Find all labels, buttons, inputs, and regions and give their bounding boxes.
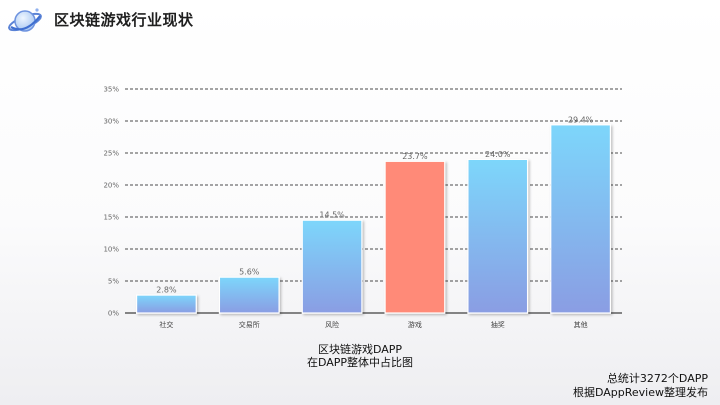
data-label: 23.7% xyxy=(402,152,428,161)
data-label: 14.5% xyxy=(319,211,345,220)
y-tick-label: 5% xyxy=(108,278,119,286)
x-category-label: 社交 xyxy=(159,320,173,329)
page-title: 区块链游戏行业现状 xyxy=(54,11,194,29)
y-tick-label: 30% xyxy=(103,118,119,126)
x-category-label: 其他 xyxy=(574,320,588,329)
bar xyxy=(384,160,446,314)
x-category-label: 游戏 xyxy=(408,320,422,329)
y-tick-label: 20% xyxy=(103,182,119,190)
bar xyxy=(301,219,363,314)
x-axis-categories: 社交 交易所 风险 游戏 抽奖 其他 xyxy=(159,320,587,329)
caption-line-2: 在DAPP整体中占比图 xyxy=(306,356,414,369)
data-label: 29.4% xyxy=(568,115,594,124)
bar xyxy=(218,276,280,314)
data-label: 5.6% xyxy=(239,268,260,277)
x-category-label: 抽奖 xyxy=(491,320,505,329)
data-label: 24.0% xyxy=(485,150,511,159)
gridlines xyxy=(125,88,622,314)
y-tick-label: 0% xyxy=(108,310,119,318)
x-category-label: 交易所 xyxy=(239,320,260,329)
bar-chart: 0% 5% 10% 15% 20% 25% 30% 35% 2.8% 5.6% 14.5% 23.7… xyxy=(103,86,622,329)
bar xyxy=(550,124,612,314)
y-tick-label: 10% xyxy=(103,246,119,254)
bar xyxy=(135,294,197,314)
bar xyxy=(467,158,529,314)
planet-ring-logo xyxy=(8,8,42,32)
chart-caption: 区块链游戏DAPP 在DAPP整体中占比图 xyxy=(0,343,720,369)
y-axis-ticks: 0% 5% 10% 15% 20% 25% 30% 35% xyxy=(103,86,119,318)
y-tick-label: 25% xyxy=(103,150,119,158)
data-label: 2.8% xyxy=(156,286,177,295)
caption-line-1: 区块链游戏DAPP xyxy=(317,343,403,356)
y-tick-label: 35% xyxy=(103,86,119,94)
source-footnote: 总统计3272个DAPP 根据DAppReview整理发布 xyxy=(573,372,708,400)
footnote-line-2: 根据DAppReview整理发布 xyxy=(572,386,708,399)
footnote-line-1: 总统计3272个DAPP xyxy=(606,372,708,385)
bars xyxy=(135,124,612,314)
y-tick-label: 15% xyxy=(103,214,119,222)
x-category-label: 风险 xyxy=(325,320,339,329)
data-labels: 2.8% 5.6% 14.5% 23.7% 24.0% 29.4% xyxy=(156,115,593,294)
